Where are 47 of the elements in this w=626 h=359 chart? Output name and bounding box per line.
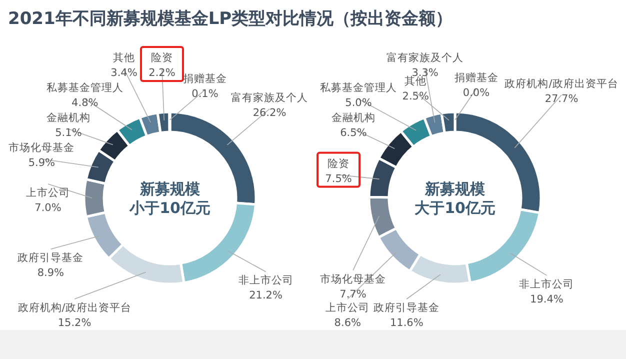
data-label: 27.7% xyxy=(544,92,578,105)
slice-label: 私募基金管理人 xyxy=(320,81,397,94)
slice-label: 富有家族及个人 xyxy=(386,51,464,64)
data-label: 3.4% xyxy=(110,67,138,79)
data-label: 4.8% xyxy=(72,97,98,109)
slice-label: 捐赠基金 xyxy=(183,72,227,85)
slice-label: 富有家族及个人 xyxy=(231,90,308,104)
data-label: 5.1% xyxy=(55,127,82,139)
slice-label: 非上市公司 xyxy=(519,277,574,290)
data-label: 19.4% xyxy=(530,293,564,306)
data-label: 2.2% xyxy=(148,67,176,79)
text: 小于10亿元 xyxy=(128,199,210,217)
data-label: 7.7% xyxy=(340,288,366,300)
slice-label: 市场化母基金 xyxy=(8,141,75,154)
category-label: 捐赠基金 xyxy=(454,72,498,84)
data-label: 15.2% xyxy=(58,317,92,329)
data-label: 8.9% xyxy=(37,267,64,280)
slice-label: 政府引导基金 xyxy=(18,251,84,264)
slice-label: 政府机构/政府出资平台 xyxy=(504,76,618,90)
slice-label: 险资 xyxy=(151,52,173,64)
slice-label: 私募基金管理人 xyxy=(46,81,124,94)
text: 2021年不同新募规模基金LP类型对比情况（按出资金额） xyxy=(8,9,453,29)
slice-label: 上市公司 xyxy=(26,186,70,199)
slice-label: 金融机构 xyxy=(331,112,376,124)
slice-label: 市场化母基金 xyxy=(320,272,386,286)
data-label: 0.1% xyxy=(192,88,218,100)
slice-label: 险资 xyxy=(328,158,350,170)
slice-label: 政府机构/政府出资平台 xyxy=(18,301,132,314)
slice-label: 其他 xyxy=(113,51,135,64)
slice-label: 金融机构 xyxy=(46,112,90,124)
data-label: 7.0% xyxy=(34,202,62,214)
data-label: 6.5% xyxy=(340,127,367,139)
text: 0.0% xyxy=(462,86,490,99)
slice-label: 非上市公司 xyxy=(238,274,294,287)
data-label: 8.6% xyxy=(334,317,361,329)
data-label: 21.2% xyxy=(249,290,282,302)
text: 新募规模 xyxy=(139,180,201,198)
slice-label: 上市公司 xyxy=(326,301,370,314)
text: 新募规模 xyxy=(424,180,486,198)
data-label: 7.5% xyxy=(325,172,352,185)
data-label: 5.0% xyxy=(345,97,372,109)
data-label: 11.6% xyxy=(390,317,424,329)
data-label: 5.9% xyxy=(28,157,56,169)
text: 大于10亿元 xyxy=(414,199,496,217)
data-label: 26.2% xyxy=(252,106,286,119)
slice-label: 政府引导基金 xyxy=(374,301,440,314)
data-label: 2.5% xyxy=(402,90,429,102)
